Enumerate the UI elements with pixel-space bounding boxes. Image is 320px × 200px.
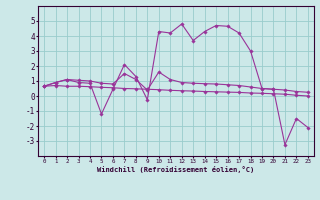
X-axis label: Windchill (Refroidissement éolien,°C): Windchill (Refroidissement éolien,°C)	[97, 166, 255, 173]
